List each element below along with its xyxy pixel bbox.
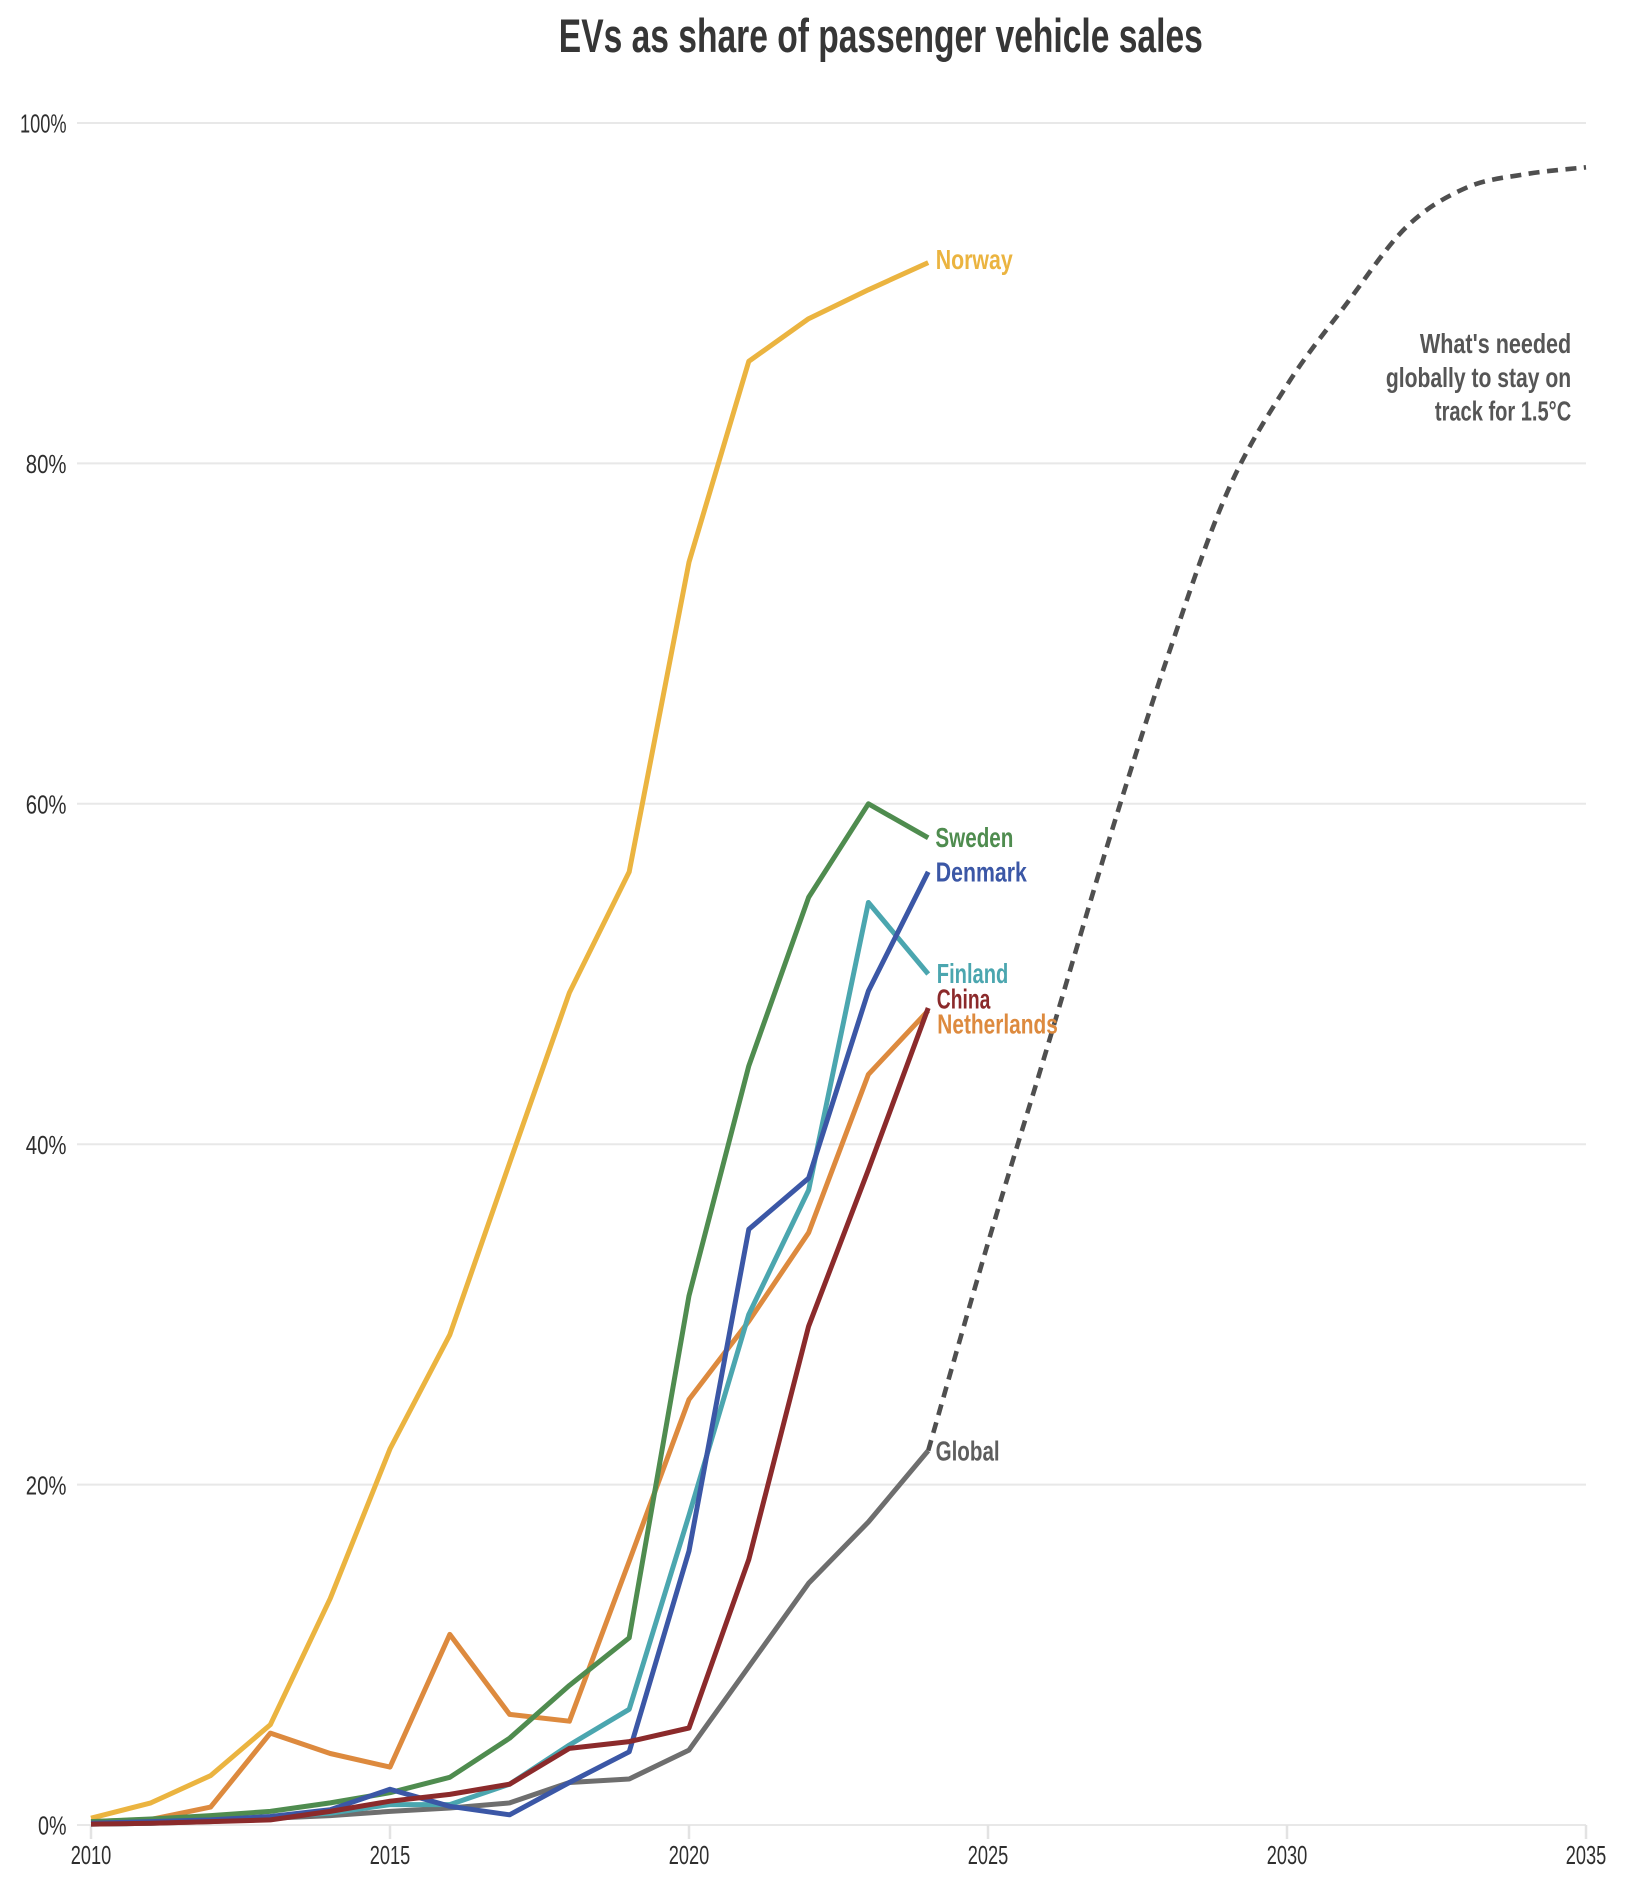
svg-text:2015: 2015 bbox=[370, 1840, 411, 1870]
svg-text:Sweden: Sweden bbox=[935, 822, 1013, 853]
svg-text:20%: 20% bbox=[26, 1470, 67, 1500]
svg-text:Finland: Finland bbox=[937, 958, 1009, 989]
svg-text:track for 1.5°C: track for 1.5°C bbox=[1435, 395, 1571, 426]
svg-text:2035: 2035 bbox=[1566, 1840, 1607, 1870]
svg-text:globally to stay on: globally to stay on bbox=[1386, 362, 1571, 393]
svg-text:100%: 100% bbox=[20, 109, 67, 139]
svg-text:2025: 2025 bbox=[968, 1840, 1009, 1870]
svg-text:2020: 2020 bbox=[669, 1840, 710, 1870]
svg-text:Norway: Norway bbox=[936, 244, 1014, 275]
svg-text:What's needed: What's needed bbox=[1420, 328, 1571, 359]
svg-text:2010: 2010 bbox=[71, 1840, 112, 1870]
svg-text:80%: 80% bbox=[26, 449, 67, 479]
svg-text:Global: Global bbox=[936, 1436, 1000, 1467]
svg-text:Netherlands: Netherlands bbox=[937, 1009, 1058, 1040]
svg-text:EVs as share of passenger vehi: EVs as share of passenger vehicle sales bbox=[559, 9, 1203, 62]
svg-text:60%: 60% bbox=[26, 790, 67, 820]
svg-text:China: China bbox=[937, 983, 991, 1014]
svg-text:0%: 0% bbox=[38, 1811, 67, 1841]
svg-text:40%: 40% bbox=[26, 1130, 67, 1160]
svg-text:2030: 2030 bbox=[1267, 1840, 1308, 1870]
svg-text:Denmark: Denmark bbox=[936, 857, 1028, 888]
